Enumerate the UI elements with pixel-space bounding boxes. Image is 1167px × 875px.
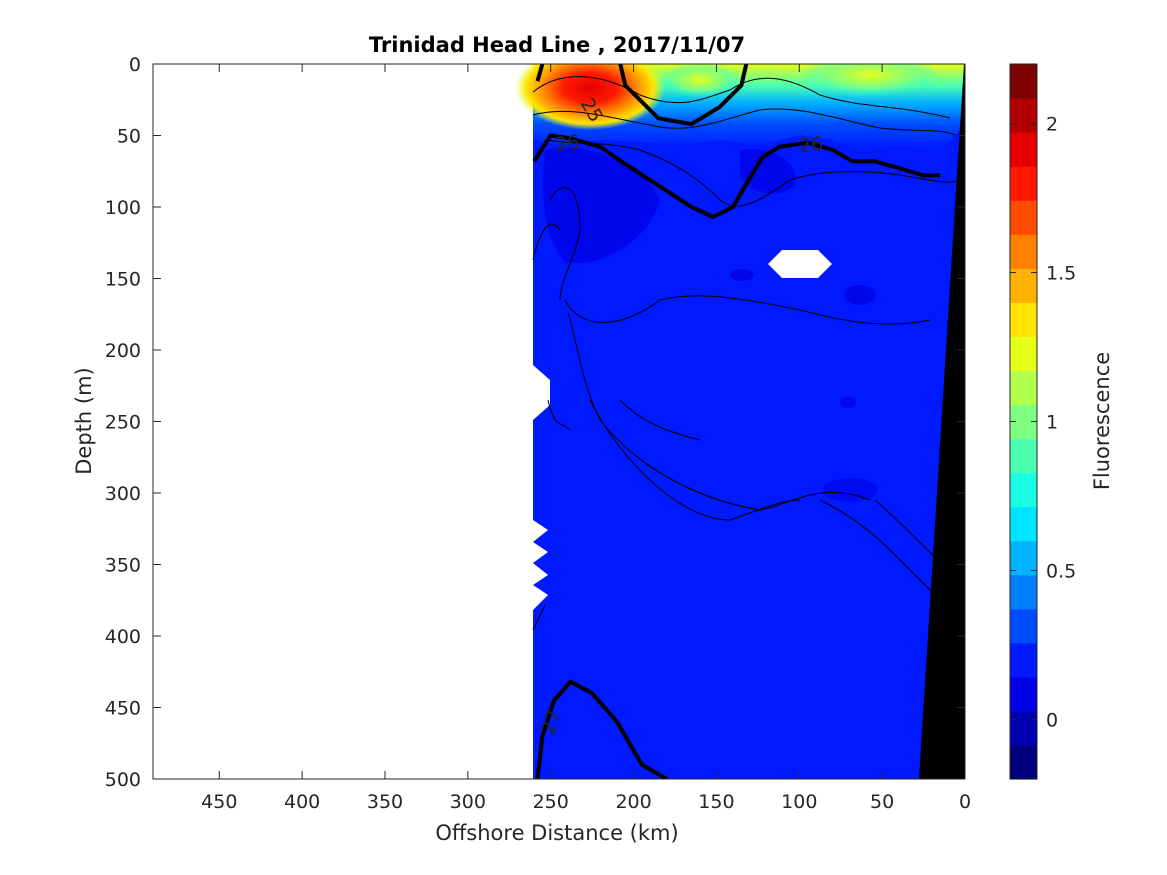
x-tick-label: 250 (533, 791, 569, 813)
y-tick-label: 400 (105, 626, 141, 648)
colorbar-tick-label: 1 (1046, 412, 1058, 434)
density-contour-27 (535, 679, 668, 779)
x-tick-label: 350 (367, 791, 403, 813)
x-tick-label: 150 (698, 791, 734, 813)
surface-spot-2 (660, 64, 740, 98)
density-contour-26 (532, 133, 941, 219)
fluorescence-field (533, 64, 965, 779)
subsurface-dark-patch-3 (844, 285, 876, 305)
colorbar-swatch (1010, 506, 1037, 542)
x-tick-label: 0 (959, 791, 971, 813)
y-axis: 0 50 100 150 200 250 300 350 400 450 500 (105, 54, 965, 791)
contour-label: 26 (554, 131, 581, 156)
colorbar-swatch (1010, 234, 1037, 269)
colorbar-swatch (1010, 200, 1037, 235)
colorbar-swatch (1010, 472, 1037, 508)
surface-spot-1 (800, 64, 940, 97)
y-tick-label: 250 (105, 412, 141, 434)
subsurface-dark-patch-1 (543, 147, 660, 264)
y-tick-label: 50 (117, 126, 141, 148)
colorbar-label: Fluorescence (1090, 352, 1114, 490)
colorbar-swatch (1010, 166, 1037, 201)
colorbar-tick-label: 2 (1046, 114, 1058, 136)
x-tick-label: 100 (781, 791, 817, 813)
colorbar-swatch (1010, 540, 1037, 576)
colorbar-swatch (1010, 608, 1037, 644)
chart-title: Trinidad Head Line , 2017/11/07 (369, 33, 745, 57)
colorbar-tick-label: 0.5 (1046, 560, 1076, 582)
colorbar-swatch (1010, 642, 1037, 678)
x-tick-label: 400 (284, 791, 320, 813)
colorbar-swatch (1010, 438, 1037, 474)
missing-data-hole (768, 250, 832, 278)
colorbar-swatch (1010, 132, 1037, 167)
x-tick-label: 450 (201, 791, 237, 813)
colorbar: 0 0.5 1 1.5 2 (1009, 63, 1076, 780)
bathymetry-edge (919, 64, 965, 779)
subsurface-dark-patch-6 (840, 396, 856, 408)
y-tick-label: 0 (129, 54, 141, 76)
colorbar-tick-label: 1.5 (1046, 263, 1076, 285)
density-contours (532, 64, 941, 779)
y-tick-label: 350 (105, 555, 141, 577)
y-axis-label: Depth (m) (72, 367, 96, 474)
colorbar-swatch (1010, 710, 1037, 746)
contour-label: 26 (798, 133, 824, 157)
colorbar-tick-label: 0 (1046, 709, 1058, 731)
colorbar-swatch (1010, 574, 1037, 610)
colorbar-swatch (1010, 302, 1037, 337)
x-tick-label: 200 (615, 791, 651, 813)
title-group: Trinidad Head Line , 2017/11/07 (369, 33, 745, 57)
y-tick-label: 150 (105, 269, 141, 291)
y-tick-label: 300 (105, 483, 141, 505)
colorbar-swatch (1010, 676, 1037, 712)
colorbar-swatch (1010, 64, 1037, 99)
y-tick-label: 500 (105, 769, 141, 791)
density-contour-25 (535, 64, 749, 127)
colorbar-swatch (1010, 268, 1037, 303)
colorbar-swatch (1010, 370, 1037, 406)
subsurface-dark-patch-2 (740, 149, 796, 194)
x-tick-label: 300 (450, 791, 486, 813)
y-tick-label: 200 (105, 340, 141, 362)
subsurface-dark-patch-5 (822, 478, 878, 502)
x-tick-label: 50 (870, 791, 894, 813)
y-tick-label: 450 (105, 698, 141, 720)
colorbar-swatch (1010, 98, 1037, 133)
subsurface-dark-patch-4 (730, 269, 754, 281)
colorbar-swatch (1010, 336, 1037, 372)
y-tick-label: 100 (105, 197, 141, 219)
x-axis: 450 400 350 300 250 200 150 100 50 0 (201, 64, 971, 813)
colorbar-swatch (1010, 744, 1037, 780)
x-axis-label: Offshore Distance (km) (435, 821, 678, 845)
thin-contours (532, 76, 959, 631)
